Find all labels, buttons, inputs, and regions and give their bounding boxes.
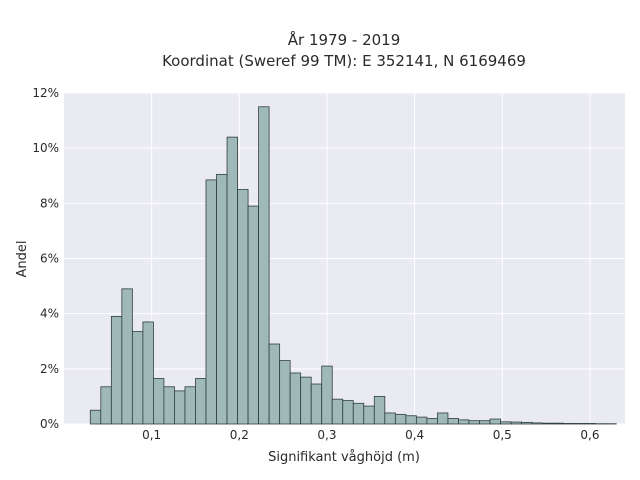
histogram-bar (489, 418, 501, 425)
x-tick-label: 0,2 (230, 428, 249, 442)
histogram-bar (405, 415, 417, 425)
histogram-bar (531, 422, 544, 425)
histogram-bar (300, 376, 312, 425)
histogram-bar (237, 189, 249, 425)
histogram-bar (195, 378, 207, 425)
histogram-bar (142, 321, 154, 425)
histogram-bar (174, 390, 186, 425)
histogram-bar (552, 422, 565, 425)
histogram-bar (153, 378, 165, 425)
histogram-bar (110, 316, 123, 425)
x-tick-label: 0,6 (580, 428, 599, 442)
histogram-bar (373, 396, 386, 425)
x-tick-label: 0,4 (405, 428, 424, 442)
x-axis-label: Signifikant våghöjd (m) (268, 450, 420, 465)
histogram-bar (584, 423, 596, 425)
y-tick-label: 0% (40, 417, 59, 431)
histogram-bar (121, 288, 133, 425)
histogram-bar (573, 423, 586, 425)
x-tick-label: 0,1 (142, 428, 161, 442)
y-tick-label: 10% (32, 141, 59, 155)
histogram-bar (468, 420, 480, 425)
histogram-bar (247, 205, 259, 425)
histogram-bar (437, 412, 449, 425)
histogram-bar (363, 405, 375, 425)
histogram-bar (479, 420, 491, 425)
histogram-bar (563, 423, 575, 425)
y-tick-label: 4% (40, 307, 59, 321)
histogram-bar (131, 331, 144, 425)
histogram-bar (394, 413, 407, 425)
histogram-bar (289, 372, 302, 425)
histogram-bar (447, 418, 459, 425)
x-tick-label: 0,3 (317, 428, 336, 442)
histogram-bar (352, 402, 365, 425)
histogram-bars (89, 106, 617, 425)
histogram-bar (342, 400, 354, 425)
histogram-bar (384, 412, 396, 425)
histogram-bar (331, 398, 344, 425)
y-tick-label: 6% (40, 252, 59, 266)
histogram-bar (205, 179, 217, 425)
histogram-bar (226, 136, 238, 425)
histogram-bar (542, 422, 554, 425)
histogram-bar (521, 421, 533, 425)
histogram-bar (426, 418, 438, 425)
y-tick-label: 12% (32, 86, 59, 100)
histogram-bar (163, 386, 175, 425)
y-tick-label: 8% (40, 196, 59, 210)
x-axis-ticks: 0,1 0,2 0,3 0,4 0,5 0,6 (142, 428, 599, 442)
histogram-bar (100, 386, 112, 425)
histogram-bar (216, 173, 228, 425)
histogram-bar (89, 409, 102, 425)
x-tick-label: 0,5 (493, 428, 512, 442)
histogram-bar (268, 343, 281, 425)
histogram-bar (510, 421, 522, 425)
histogram-bar (458, 419, 470, 425)
y-tick-label: 2% (40, 362, 59, 376)
chart-title-line-2: Koordinat (Sweref 99 TM): E 352141, N 61… (162, 52, 526, 70)
histogram-bar (415, 416, 428, 425)
histogram-bar (258, 106, 270, 425)
histogram-bar (321, 365, 333, 425)
histogram-bar (184, 386, 196, 425)
histogram-bar (310, 383, 323, 425)
histogram-bar (500, 421, 512, 425)
histogram-bar (279, 360, 291, 425)
y-axis-label: Andel (15, 241, 30, 278)
y-axis-ticks: 0% 2% 4% 6% 8% 10% 12% (32, 86, 59, 431)
chart-title-line-1: År 1979 - 2019 (288, 30, 401, 49)
